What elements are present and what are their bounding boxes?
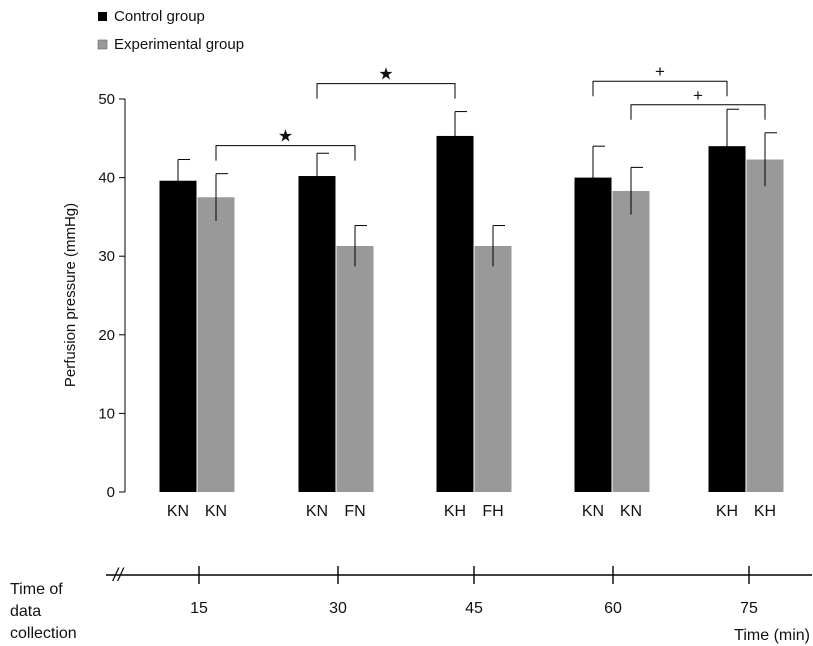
bar-label: KH (444, 503, 466, 520)
bars: KN KN KH KN KH KN FN FH KN KH (159, 108, 784, 520)
significance-bracket (592, 80, 728, 97)
bar-label: KN (306, 503, 328, 520)
y-tick-label: 20 (98, 327, 115, 344)
legend-label: Control group (114, 8, 205, 25)
bar (708, 146, 746, 492)
significance-marker: ★ (378, 65, 393, 84)
y-tick-label: 30 (98, 248, 115, 265)
bar (436, 135, 474, 492)
timeline: // 15 30 45 60 75 Time of data collection Time (m… (10, 565, 812, 644)
bar (159, 180, 197, 492)
bar-label: FN (344, 503, 365, 520)
bar (746, 159, 784, 492)
legend-label: Experimental group (114, 36, 244, 53)
bar-label: KH (754, 503, 776, 520)
legend: Control group Experimental group (97, 8, 244, 53)
axis-break-symbol: // (111, 565, 125, 585)
legend-swatch (97, 39, 108, 50)
bar-label: KN (205, 503, 227, 520)
significance-bracket (316, 83, 456, 99)
timeline-label: collection (10, 625, 77, 642)
significance-brackets: ★ ★ + + (215, 62, 766, 161)
bar (298, 176, 336, 492)
y-tick-label: 10 (98, 405, 115, 422)
timeline-tick-label: 30 (329, 600, 347, 617)
y-tick-label: 50 (98, 91, 115, 108)
bar (336, 245, 374, 492)
timeline-label: Time of (10, 581, 63, 598)
bar (574, 177, 612, 492)
significance-marker: ★ (278, 127, 293, 146)
bar-label: KN (620, 503, 642, 520)
timeline-tick-label: 45 (465, 600, 483, 617)
y-tick-label: 40 (98, 170, 115, 187)
bar-label: KN (167, 503, 189, 520)
bar (612, 190, 650, 492)
timeline-tick-label: 15 (190, 600, 208, 617)
bar (474, 245, 512, 492)
timeline-unit-label: Time (min) (734, 627, 810, 644)
timeline-tick-label: 75 (740, 600, 758, 617)
significance-bracket (215, 145, 356, 161)
significance-bracket (630, 104, 766, 120)
timeline-tick-label: 60 (604, 600, 622, 617)
y-axis: 0 10 20 30 40 50 Perfusion pressure (mmHg) (62, 91, 126, 501)
legend-swatch (98, 12, 107, 21)
y-tick-label: 0 (107, 484, 115, 501)
bar-label: KH (716, 503, 738, 520)
bar-label: KN (582, 503, 604, 520)
timeline-label: data (10, 603, 41, 620)
y-axis-title: Perfusion pressure (mmHg) (62, 203, 79, 387)
significance-marker: + (693, 86, 703, 105)
significance-marker: + (655, 62, 665, 81)
bar (197, 197, 235, 492)
bar-label: FH (482, 503, 503, 520)
